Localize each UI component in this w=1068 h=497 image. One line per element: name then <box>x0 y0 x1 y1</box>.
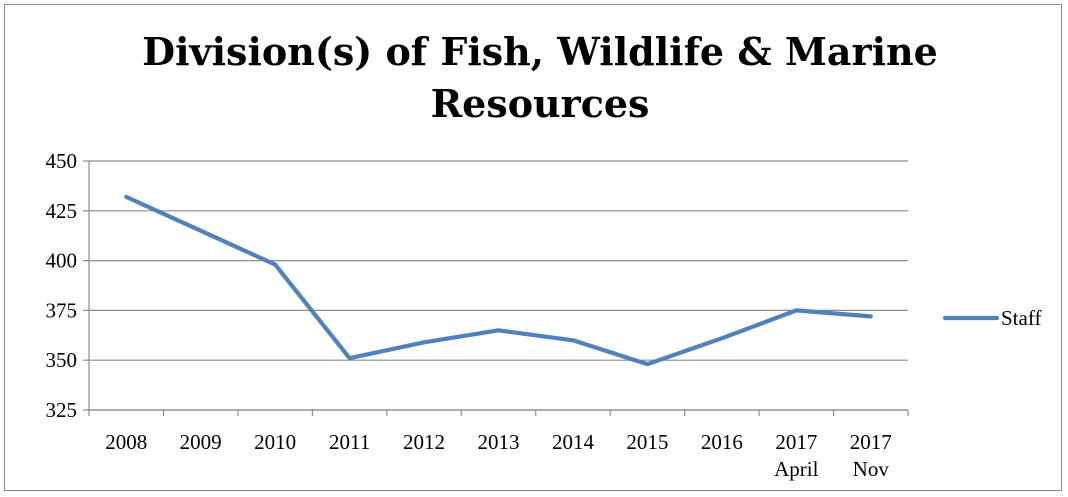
x-tick-label: Nov <box>853 457 890 481</box>
y-axis-ticks: 325 350 375 400 425 450 <box>46 149 78 422</box>
x-tick-label: 2013 <box>478 430 520 454</box>
chart-title: Division(s) of Fish, Wildlife & Marine R… <box>142 29 938 126</box>
y-tick-label: 350 <box>46 348 78 372</box>
x-tick-label: 2017 <box>850 430 892 454</box>
y-tick-label: 450 <box>46 149 78 173</box>
y-tick-label: 325 <box>46 398 78 422</box>
legend-label: Staff <box>1001 306 1041 330</box>
y-tick-label: 400 <box>46 249 78 273</box>
series-line-staff <box>124 194 873 367</box>
x-tick-label: 2011 <box>329 430 370 454</box>
x-tick-label: 2010 <box>254 430 296 454</box>
x-tick-label: 2008 <box>105 430 147 454</box>
x-tick-label: 2012 <box>403 430 445 454</box>
y-tick-label: 375 <box>46 298 78 322</box>
x-axis-ticks: 2008 2009 2010 2011 2012 2013 2014 2015 2016 2017… <box>105 430 892 481</box>
legend: Staff <box>942 306 1041 330</box>
x-tick-label: 2016 <box>701 430 743 454</box>
y-tick-label: 425 <box>46 199 78 223</box>
gridlines <box>89 160 908 411</box>
x-tick-label: 2017 <box>775 430 817 454</box>
series-layer <box>124 194 873 367</box>
x-tick-label: 2015 <box>626 430 668 454</box>
x-tick-label: April <box>774 457 818 481</box>
axes <box>83 160 909 416</box>
x-tick-label: 2009 <box>180 430 222 454</box>
x-tick-label: 2014 <box>552 430 595 454</box>
